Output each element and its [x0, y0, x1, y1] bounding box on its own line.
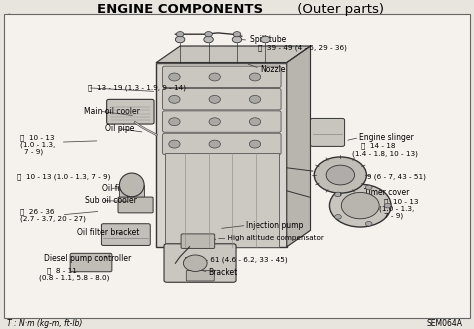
Circle shape — [176, 32, 184, 37]
Text: Oil filter bracket: Oil filter bracket — [77, 228, 139, 237]
Circle shape — [249, 118, 261, 126]
Circle shape — [175, 36, 185, 43]
Circle shape — [169, 118, 180, 126]
FancyBboxPatch shape — [119, 185, 144, 197]
Text: 7 - 9): 7 - 9) — [24, 149, 43, 155]
Polygon shape — [156, 46, 310, 63]
Circle shape — [249, 140, 261, 148]
FancyBboxPatch shape — [101, 224, 150, 245]
Text: Spill tube: Spill tube — [250, 35, 286, 44]
Text: Main oil cooler: Main oil cooler — [84, 107, 140, 116]
Text: 7 - 9): 7 - 9) — [384, 213, 403, 219]
Circle shape — [335, 192, 341, 197]
FancyBboxPatch shape — [163, 66, 281, 88]
Circle shape — [205, 32, 212, 37]
Circle shape — [261, 36, 270, 43]
Text: Ⓣ  60 - 69 (6 - 7, 43 - 51): Ⓣ 60 - 69 (6 - 7, 43 - 51) — [337, 174, 425, 180]
Circle shape — [341, 192, 379, 219]
Circle shape — [183, 255, 207, 271]
Text: Oil filter: Oil filter — [102, 184, 133, 193]
Circle shape — [365, 221, 372, 226]
FancyBboxPatch shape — [310, 118, 345, 146]
FancyBboxPatch shape — [181, 234, 215, 248]
Circle shape — [314, 157, 366, 193]
Text: (0.8 - 1.1, 5.8 - 8.0): (0.8 - 1.1, 5.8 - 8.0) — [39, 274, 109, 281]
FancyBboxPatch shape — [163, 111, 281, 132]
Circle shape — [335, 215, 341, 219]
Circle shape — [249, 73, 261, 81]
Text: (1.0 - 1.3,: (1.0 - 1.3, — [379, 205, 414, 212]
Circle shape — [209, 140, 220, 148]
FancyBboxPatch shape — [164, 244, 236, 282]
Circle shape — [249, 95, 261, 103]
FancyBboxPatch shape — [163, 133, 281, 155]
Text: Ⓣ  8 - 11: Ⓣ 8 - 11 — [47, 267, 77, 274]
FancyBboxPatch shape — [70, 253, 112, 272]
Text: Timer: Timer — [332, 164, 354, 173]
FancyBboxPatch shape — [165, 153, 279, 247]
Text: Bracket: Bracket — [209, 268, 238, 277]
FancyBboxPatch shape — [163, 89, 281, 110]
Circle shape — [329, 184, 391, 227]
Text: Ⓣ  39 - 49 (4 - 5, 29 - 36): Ⓣ 39 - 49 (4 - 5, 29 - 36) — [258, 44, 347, 51]
Text: Sub oil cooler: Sub oil cooler — [85, 196, 137, 205]
Circle shape — [233, 32, 241, 37]
Circle shape — [169, 95, 180, 103]
Text: ’: ’ — [7, 13, 9, 19]
Text: Ⓣ  45 - 61 (4.6 - 6.2, 33 - 45): Ⓣ 45 - 61 (4.6 - 6.2, 33 - 45) — [185, 256, 288, 263]
Text: Ⓣ  10 - 13: Ⓣ 10 - 13 — [20, 134, 55, 141]
Text: Engine slinger: Engine slinger — [359, 133, 414, 142]
Text: (1.4 - 1.8, 10 - 13): (1.4 - 1.8, 10 - 13) — [352, 150, 418, 157]
FancyBboxPatch shape — [107, 99, 154, 124]
Text: Ⓣ  26 - 36: Ⓣ 26 - 36 — [20, 208, 55, 215]
Circle shape — [169, 73, 180, 81]
FancyBboxPatch shape — [118, 197, 153, 213]
Circle shape — [384, 203, 391, 208]
Text: ENGINE COMPONENTS: ENGINE COMPONENTS — [97, 3, 263, 16]
Text: Ⓣ  10 - 13: Ⓣ 10 - 13 — [384, 198, 419, 205]
Text: Nozzle: Nozzle — [260, 64, 285, 74]
Text: Ⓣ  14 - 18: Ⓣ 14 - 18 — [361, 143, 396, 149]
FancyBboxPatch shape — [186, 270, 214, 281]
Text: (1.0 - 1.3,: (1.0 - 1.3, — [20, 141, 55, 148]
Text: Injection pump: Injection pump — [246, 221, 304, 230]
Text: — High altitude compensator: — High altitude compensator — [218, 235, 324, 240]
Text: Timer cover: Timer cover — [364, 188, 410, 197]
Circle shape — [326, 165, 355, 185]
Circle shape — [232, 36, 242, 43]
FancyBboxPatch shape — [156, 63, 287, 247]
Polygon shape — [287, 46, 310, 247]
Circle shape — [209, 118, 220, 126]
Text: Diesel pump controller: Diesel pump controller — [44, 254, 131, 263]
Circle shape — [209, 73, 220, 81]
Circle shape — [169, 140, 180, 148]
Text: Ⓣ  13 - 19 (1.3 - 1.9, 9 - 14): Ⓣ 13 - 19 (1.3 - 1.9, 9 - 14) — [88, 85, 186, 91]
Text: Oil pipe: Oil pipe — [105, 124, 135, 134]
Circle shape — [204, 36, 213, 43]
Text: Ⓣ  10 - 13 (1.0 - 1.3, 7 - 9): Ⓣ 10 - 13 (1.0 - 1.3, 7 - 9) — [17, 174, 110, 180]
Text: SEM064A: SEM064A — [426, 318, 462, 328]
Text: (2.7 - 3.7, 20 - 27): (2.7 - 3.7, 20 - 27) — [20, 215, 86, 222]
Circle shape — [365, 185, 372, 190]
Text: (Outer parts): (Outer parts) — [293, 3, 384, 16]
Ellipse shape — [119, 173, 144, 197]
Text: T : N·m (kg-m, ft-lb): T : N·m (kg-m, ft-lb) — [7, 318, 82, 328]
Circle shape — [209, 95, 220, 103]
